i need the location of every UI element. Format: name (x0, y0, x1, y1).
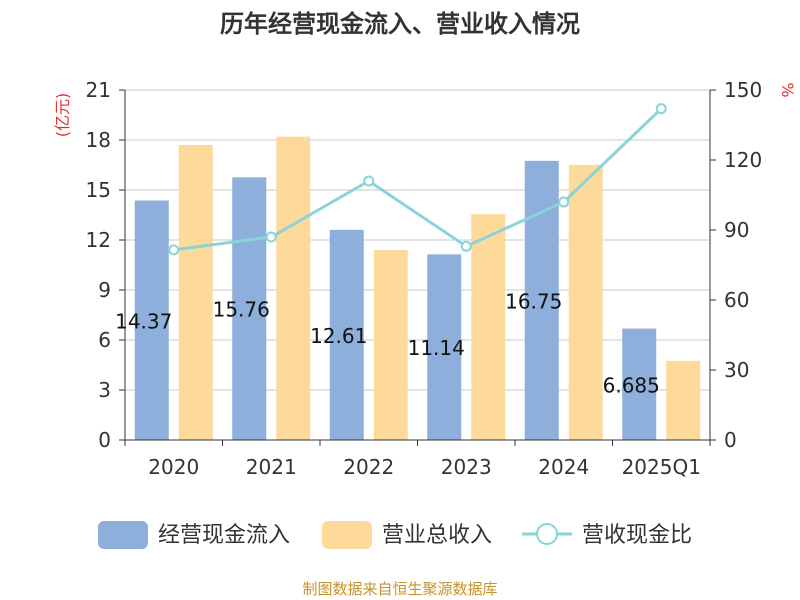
bars (134, 136, 701, 441)
y-left-unit: (亿元) (53, 93, 72, 138)
ratio-line-path (173, 107, 663, 252)
data-labels: 14.37 15.76 12.61 11.14 16.75 6.685 (115, 289, 660, 397)
ratio-line (168, 103, 667, 256)
bar-data-label: 14.37 (115, 309, 172, 333)
y-right-tick-label: 150 (724, 78, 762, 102)
y-left-tick-label: 0 (98, 428, 111, 452)
x-tick-label: 2023 (441, 455, 492, 479)
ratio-point (363, 175, 375, 187)
y-left-tick-label: 6 (98, 328, 111, 352)
y-right-tick-label: 120 (724, 148, 762, 172)
bar-data-label: 16.75 (505, 289, 562, 313)
x-tick-label: 2022 (343, 455, 394, 479)
y-left-tick-label: 18 (86, 128, 111, 152)
legend: 经营现金流入 营业总收入 营收现金比 (98, 521, 692, 549)
y-left-tick-label: 12 (86, 228, 111, 252)
y-left-tick-label: 21 (86, 78, 111, 102)
legend-label: 经营现金流入 (158, 523, 290, 548)
bar (666, 360, 701, 440)
grid (125, 89, 710, 441)
bar (427, 254, 462, 440)
y-right-tick-label: 30 (724, 358, 749, 382)
bar-data-label: 12.61 (310, 324, 367, 348)
bar (329, 229, 364, 440)
x-tick-label: 2020 (148, 455, 199, 479)
bar-data-label: 11.14 (408, 336, 465, 360)
ratio-point (460, 240, 472, 252)
x-tick-label: 2025Q1 (622, 455, 701, 479)
x-tick-label: 2024 (538, 455, 589, 479)
bar (568, 165, 603, 440)
ratio-point (655, 103, 667, 115)
chart-title: 历年经营现金流入、营业收入情况 (220, 10, 580, 38)
axes: 0 3 6 9 12 15 18 21 0 30 60 90 120 150 2020 2021 2022 202… (86, 78, 763, 479)
y-left-tick-label: 9 (98, 278, 111, 302)
y-left-tick-label: 3 (98, 378, 111, 402)
bar (373, 250, 408, 440)
ratio-point (168, 244, 180, 256)
bar (232, 177, 267, 441)
y-right-tick-label: 90 (724, 218, 749, 242)
legend-label: 营业总收入 (382, 523, 492, 548)
x-tick-label: 2021 (246, 455, 297, 479)
y-right-unit: % (778, 82, 797, 97)
legend-marker (536, 523, 558, 545)
y-right-tick-label: 0 (724, 428, 737, 452)
bar-data-label: 15.76 (213, 298, 270, 322)
bar (622, 328, 657, 440)
source-note: 制图数据来自恒生聚源数据库 (302, 580, 497, 598)
bar (276, 136, 311, 440)
bar (471, 214, 506, 440)
bar (178, 145, 213, 440)
legend-swatch (322, 521, 372, 549)
legend-swatch (98, 521, 148, 549)
bar-data-label: 6.685 (603, 373, 660, 397)
ratio-point (558, 196, 570, 208)
legend-label: 营收现金比 (582, 523, 692, 548)
bar (134, 200, 169, 440)
y-left-tick-label: 15 (86, 178, 111, 202)
ratio-point (265, 231, 277, 243)
y-right-tick-label: 60 (724, 288, 749, 312)
